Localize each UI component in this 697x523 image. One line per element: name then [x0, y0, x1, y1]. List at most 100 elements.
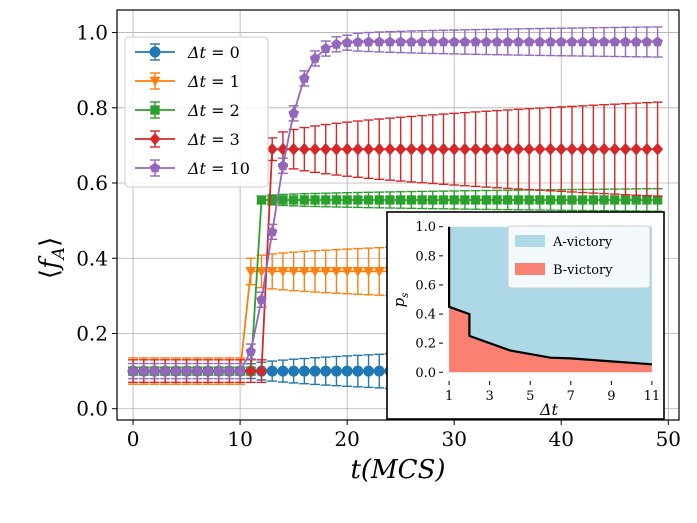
- inset-y-tick-label: 0.6: [415, 278, 436, 293]
- x-axis-label: t(MCS): [350, 455, 445, 485]
- data-point: [448, 142, 460, 156]
- legend-item: Δt = 0: [135, 43, 240, 62]
- data-point: [310, 195, 320, 205]
- x-tick-label: 20: [334, 427, 359, 451]
- data-point: [406, 195, 417, 205]
- inset-legend-item: A-victory: [515, 235, 613, 250]
- data-point: [470, 142, 482, 156]
- data-point: [641, 142, 653, 156]
- legend-item: Δt = 2: [135, 101, 240, 120]
- inset-y-axis-label: ps: [390, 293, 411, 308]
- data-point: [534, 36, 546, 47]
- data-point: [320, 142, 332, 156]
- data-point: [438, 36, 449, 47]
- data-point: [278, 195, 288, 205]
- data-point: [503, 195, 513, 205]
- data-point: [330, 365, 342, 377]
- data-point: [652, 142, 664, 156]
- data-point: [449, 36, 460, 47]
- data-point: [353, 195, 363, 205]
- y-tick-label: 0.0: [76, 397, 108, 421]
- inset-y-tick-label: 0.0: [415, 366, 436, 381]
- data-point: [416, 36, 428, 47]
- x-tick-label: 10: [227, 427, 252, 451]
- series-4: [127, 26, 663, 380]
- data-point: [598, 142, 610, 156]
- data-point: [587, 142, 599, 156]
- inset-x-tick-label: 11: [644, 389, 661, 404]
- legend-label: Δt = 10: [187, 159, 250, 178]
- data-point: [288, 365, 300, 377]
- data-point: [289, 195, 299, 205]
- legend-item: Δt = 1: [135, 72, 240, 91]
- inset-legend-swatch: [515, 263, 545, 275]
- data-point: [567, 195, 577, 205]
- data-point: [652, 36, 663, 47]
- data-point: [245, 364, 257, 378]
- x-tick-label: 0: [127, 427, 140, 451]
- data-point: [352, 142, 364, 156]
- legend-marker: [149, 76, 161, 87]
- data-point: [566, 142, 578, 156]
- data-point: [202, 365, 214, 376]
- y-tick-label: 0.4: [76, 246, 108, 270]
- data-point: [256, 294, 267, 305]
- data-point: [492, 195, 502, 205]
- data-point: [502, 142, 514, 156]
- data-point: [352, 267, 364, 277]
- x-tick-label: 30: [441, 427, 466, 451]
- data-point: [642, 195, 652, 205]
- x-tick-label: 40: [549, 427, 574, 451]
- data-point: [385, 195, 395, 205]
- data-point: [224, 365, 235, 376]
- data-point: [373, 142, 385, 156]
- data-point: [299, 72, 310, 83]
- data-point: [288, 142, 300, 156]
- data-point: [149, 365, 160, 376]
- data-point: [256, 267, 267, 277]
- data-point: [598, 36, 610, 47]
- data-point: [631, 195, 641, 205]
- data-point: [138, 365, 149, 376]
- data-point: [267, 226, 278, 237]
- legend-box: [124, 36, 269, 188]
- data-point: [363, 195, 374, 205]
- inset-legend-label: B-victory: [553, 263, 613, 278]
- data-point: [181, 365, 192, 376]
- data-point: [352, 365, 364, 377]
- data-point: [363, 365, 375, 377]
- y-tick-label: 1.0: [76, 21, 108, 45]
- data-point: [288, 107, 299, 118]
- data-point: [481, 36, 492, 47]
- data-point: [438, 195, 449, 205]
- data-point: [555, 142, 567, 156]
- legend-item: Δt = 3: [135, 130, 240, 149]
- data-point: [342, 195, 352, 205]
- data-point: [245, 267, 257, 277]
- data-point: [641, 36, 653, 47]
- data-point: [384, 36, 396, 47]
- y-tick-label: 0.8: [76, 96, 108, 120]
- data-point: [341, 365, 353, 377]
- data-point: [513, 36, 524, 47]
- data-point: [373, 365, 385, 377]
- data-point: [330, 267, 342, 277]
- b-victory-region: [449, 226, 652, 373]
- data-point: [331, 195, 342, 205]
- inset-chart: 1 3 5 7 9 11 0.0 0.2 0.4 0.6 0.8 1.0 Δt ps A-victor…: [386, 211, 665, 420]
- inset-x-tick-label: 5: [526, 389, 534, 404]
- data-point: [620, 195, 631, 205]
- main-gridlines: [117, 10, 679, 420]
- data-point: [309, 53, 321, 63]
- data-point: [577, 36, 588, 47]
- data-point: [320, 365, 332, 377]
- data-point: [298, 365, 310, 377]
- data-point: [277, 365, 289, 377]
- legend-label: Δt = 2: [187, 101, 240, 120]
- data-point: [320, 267, 332, 277]
- legend-label: Δt = 3: [187, 130, 240, 149]
- data-point: [599, 195, 609, 205]
- data-point: [491, 36, 503, 47]
- data-point: [266, 142, 278, 156]
- data-point: [566, 36, 578, 47]
